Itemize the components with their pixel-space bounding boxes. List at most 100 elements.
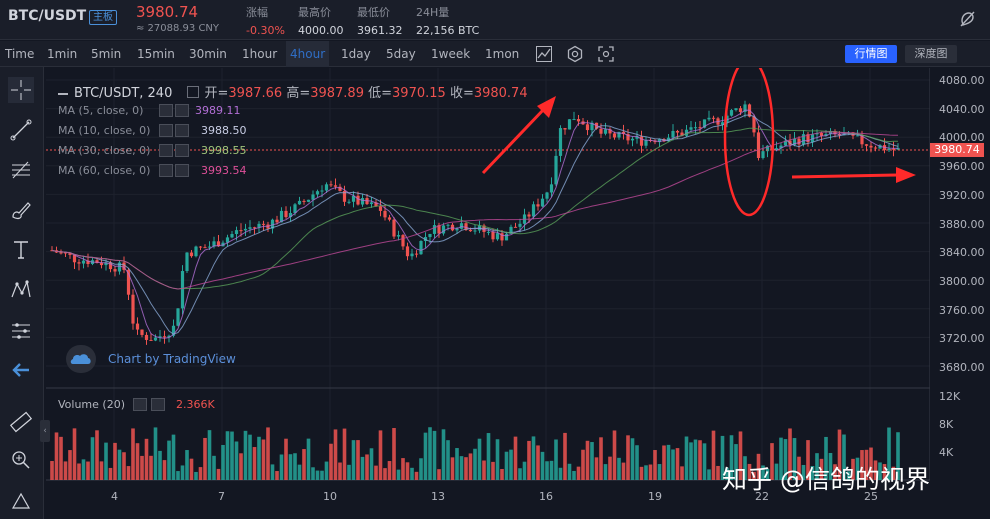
ma30-remove-button[interactable] xyxy=(175,144,189,157)
volume-bar xyxy=(635,445,639,480)
volume-bar xyxy=(509,449,513,480)
tf-1hour[interactable]: 1hour xyxy=(242,47,278,61)
candle-body xyxy=(864,144,869,146)
volume-bar xyxy=(752,471,756,480)
price-tick: 3920.00 xyxy=(939,189,985,202)
tradingview-logo[interactable] xyxy=(66,345,96,373)
volume-bar xyxy=(401,458,405,480)
trend-line-icon[interactable] xyxy=(8,117,34,143)
volume-bar xyxy=(320,470,324,480)
settings-icon[interactable] xyxy=(566,45,584,63)
volume-bar xyxy=(167,440,171,480)
ma60-remove-button[interactable] xyxy=(175,164,189,177)
volume-bar xyxy=(608,456,612,480)
volume-settings-button[interactable] xyxy=(133,398,147,411)
magnet-icon[interactable] xyxy=(8,487,34,513)
tf-4hour[interactable]: 4hour xyxy=(286,41,330,67)
fullscreen-icon[interactable] xyxy=(597,45,615,63)
depth-view-button[interactable]: 深度图 xyxy=(905,45,957,63)
tf-15min[interactable]: 15min xyxy=(137,47,175,61)
tf-1week[interactable]: 1week xyxy=(431,47,471,61)
volume-bar xyxy=(392,428,396,480)
candle-body xyxy=(675,130,680,133)
crosshair-icon[interactable] xyxy=(8,77,34,103)
tf-1min[interactable]: 1min xyxy=(47,47,78,61)
volume-bar xyxy=(432,430,437,480)
volume-bar xyxy=(653,450,657,480)
ohlc-legend: BTC/USDT, 240 开=3987.66 高=3987.89 低=3970… xyxy=(58,82,528,101)
mute-icon[interactable] xyxy=(958,10,976,28)
zoom-icon[interactable] xyxy=(8,447,34,473)
candle-body xyxy=(392,219,396,237)
volume-bar xyxy=(824,436,828,480)
candle-body xyxy=(869,145,873,148)
ruler-icon[interactable] xyxy=(8,409,34,435)
ma5-settings-button[interactable] xyxy=(159,104,173,117)
fib-tool-icon[interactable] xyxy=(8,157,34,183)
ma5-remove-button[interactable] xyxy=(175,104,189,117)
pattern-tool-icon[interactable] xyxy=(8,277,34,303)
volume-bar xyxy=(554,439,558,480)
ma10-remove-button[interactable] xyxy=(175,124,189,137)
measure-tool-icon[interactable] xyxy=(8,317,34,343)
volume-bar xyxy=(725,467,729,480)
annotation-arrow-line xyxy=(481,106,547,175)
candle-body xyxy=(293,204,297,214)
ma10-settings-button[interactable] xyxy=(159,124,173,137)
time-tick: 10 xyxy=(323,490,337,503)
volume-bar xyxy=(356,440,360,480)
tf-30min[interactable]: 30min xyxy=(189,47,227,61)
candle-body xyxy=(482,225,486,232)
ma30-settings-button[interactable] xyxy=(159,144,173,157)
kline-view-button[interactable]: 行情图 xyxy=(845,45,897,63)
candle-body xyxy=(59,252,63,254)
volume-bar xyxy=(284,438,288,480)
brush-icon[interactable] xyxy=(8,197,34,223)
volume-legend: Volume (20) xyxy=(58,398,125,411)
volume-bar xyxy=(698,440,702,480)
candle-body xyxy=(743,104,747,112)
candle-body xyxy=(207,246,212,248)
candle-body xyxy=(72,254,77,263)
candlestick-chart[interactable] xyxy=(46,68,930,519)
volume-remove-button[interactable] xyxy=(151,398,165,411)
volume-bar xyxy=(257,436,261,480)
candle-body xyxy=(729,110,734,116)
candle-body xyxy=(225,237,230,243)
candle-body xyxy=(194,246,198,257)
volume-bar xyxy=(180,465,185,480)
candle-body xyxy=(707,117,711,120)
ma10-value: 3988.50 xyxy=(201,124,247,137)
tf-1day[interactable]: 1day xyxy=(341,47,371,61)
volume-bar xyxy=(360,456,365,480)
candle-body xyxy=(347,201,351,203)
tf-5day[interactable]: 5day xyxy=(386,47,416,61)
text-tool-icon[interactable] xyxy=(8,237,34,263)
volume-bar xyxy=(99,461,104,480)
volume-bar xyxy=(540,451,545,480)
candle-body xyxy=(419,241,423,255)
candle-body xyxy=(626,134,630,141)
ma60-settings-button[interactable] xyxy=(159,164,173,177)
volume-bar xyxy=(612,430,617,480)
symbol-name[interactable]: BTC/USDT xyxy=(8,8,87,24)
indicators-icon[interactable] xyxy=(535,45,553,63)
volume-bar xyxy=(63,461,68,480)
volume-bar xyxy=(176,471,180,480)
collapse-panel-button[interactable]: ‹ xyxy=(40,420,50,442)
tf-1mon[interactable]: 1mon xyxy=(485,47,520,61)
tradingview-credit[interactable]: Chart by TradingView xyxy=(108,352,236,366)
volume-bar xyxy=(819,458,824,480)
volume-bar xyxy=(720,435,725,480)
volume-bar xyxy=(662,445,666,480)
time-tick: 25 xyxy=(864,490,878,503)
back-arrow-icon[interactable] xyxy=(8,357,34,383)
candle-body xyxy=(513,226,518,228)
volume-bar xyxy=(626,435,630,480)
collapse-legend-icon[interactable] xyxy=(58,92,68,95)
legend-settings-icon[interactable] xyxy=(186,86,199,98)
volume-bar xyxy=(131,428,135,480)
tf-time[interactable]: Time xyxy=(5,47,35,61)
candle-body xyxy=(549,184,554,193)
tf-5min[interactable]: 5min xyxy=(91,47,122,61)
